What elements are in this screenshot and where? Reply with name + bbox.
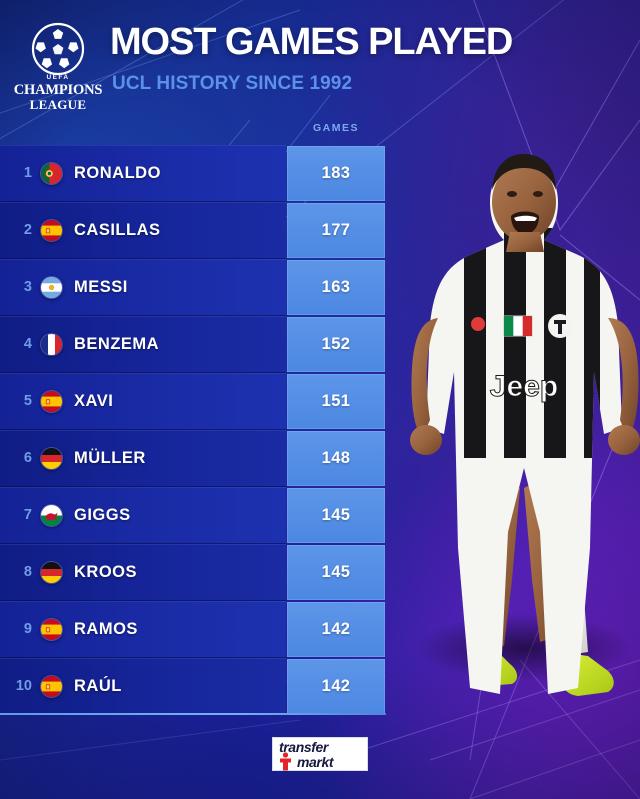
table-row: 3 MESSI 163 [0,259,386,316]
row-games-value: 145 [287,488,385,543]
flag-icon-fr [40,333,63,356]
row-player-name: RONALDO [74,163,161,182]
table-row: 6 MÜLLER 148 [0,430,386,487]
row-rank: 10 [15,678,32,695]
flag-icon-de [40,447,63,470]
uefa-champions-league-logo: UEFA CHAMPIONS LEAGUE [10,22,106,112]
row-rank: 7 [23,507,32,524]
page-subtitle: UCL HISTORY SINCE 1992 [112,73,353,94]
flag-icon-wa [40,504,63,527]
transfermarkt-figure-icon [280,752,291,771]
flag-icon-es [40,390,63,413]
row-player-name: KROOS [74,562,138,581]
svg-text:Jeep: Jeep [490,370,558,403]
flag-icon-es [40,618,63,641]
row-player-name: GIGGS [74,505,131,524]
row-player-name: MÜLLER [74,448,146,467]
row-player-name: MESSI [74,277,128,296]
row-player-name: CASILLAS [74,220,161,239]
row-rank: 1 [23,165,32,182]
table-row: 2 CASILLAS 177 [0,202,386,259]
table-row: 1 RONALDO 183 [0,145,386,202]
row-games-value: 152 [287,317,385,372]
row-player-name: BENZEMA [74,334,160,353]
table-bottom-divider [0,713,386,715]
column-header-games: GAMES [312,122,359,134]
table-row: 9 RAMOS 142 [0,601,386,658]
table-row: 7 GIGGS 145 [0,487,386,544]
row-rank: 6 [23,450,32,467]
table-row: 10 RAÚL 142 [0,658,386,715]
champions-wordmark: CHAMPIONS [13,82,103,98]
flag-icon-pt [40,162,63,185]
row-games-value: 177 [287,203,385,258]
row-games-value: 163 [287,260,385,315]
row-player-name: RAMOS [74,619,138,638]
row-games-value: 145 [287,545,385,600]
row-rank: 9 [23,621,32,638]
transfermarkt-line1: transfer [279,739,328,755]
transfermarkt-logo[interactable]: transfer markt [272,737,368,771]
row-player-name: XAVI [74,391,114,410]
row-rank: 3 [23,279,32,296]
row-rank: 4 [23,336,32,353]
row-games-value: 142 [287,659,385,714]
row-games-value: 148 [287,431,385,486]
ranking-table: 1 RONALDO 183 2 CASILLAS 177 3 MESSI 163 4 BENZEMA… [0,145,386,715]
table-row: 4 BENZEMA 152 [0,316,386,373]
league-wordmark: LEAGUE [29,97,87,112]
flag-icon-ar [40,276,63,299]
player-photo-cristiano-ronaldo: 7 Jeep [410,154,640,696]
starball-icon [31,22,85,76]
flag-icon-es [40,675,63,698]
row-player-name: RAÚL [74,676,122,695]
table-row: 8 KROOS 145 [0,544,386,601]
row-rank: 2 [23,222,32,239]
flag-icon-de [40,561,63,584]
row-games-value: 183 [287,146,385,201]
page-title: MOST GAMES PLAYED [110,21,513,63]
transfermarkt-line2: markt [297,754,334,770]
row-games-value: 142 [287,602,385,657]
row-rank: 8 [23,564,32,581]
table-row: 5 XAVI 151 [0,373,386,430]
row-games-value: 151 [287,374,385,429]
flag-icon-es [40,219,63,242]
header: UEFA CHAMPIONS LEAGUE MOST GAMES PLAYED … [0,0,640,120]
row-rank: 5 [23,393,32,410]
uefa-wordmark: UEFA [46,74,70,81]
